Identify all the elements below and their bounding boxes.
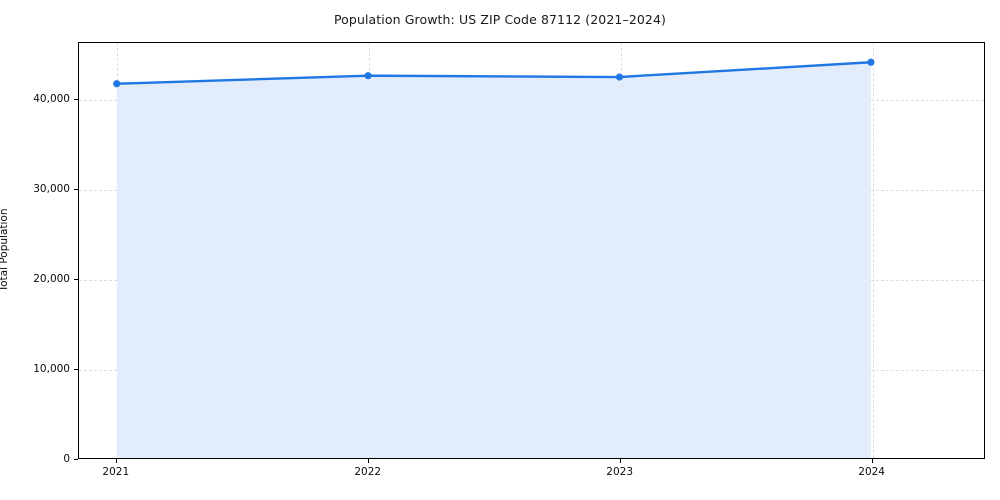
- population-series: [113, 58, 875, 458]
- data-point-marker: [364, 72, 372, 80]
- x-axis-tick-mark: [115, 459, 117, 463]
- data-point-marker: [867, 58, 875, 66]
- x-axis-tick-label: 2023: [606, 466, 634, 478]
- gridline-vertical: [872, 43, 874, 458]
- plot-area: [78, 42, 985, 459]
- y-axis-tick-label: 30,000: [33, 183, 70, 196]
- data-point-marker: [615, 73, 624, 81]
- series-line: [115, 61, 873, 85]
- x-axis-tick-label: 2024: [858, 466, 885, 478]
- data-point-marker: [113, 80, 121, 88]
- chart-title: Population Growth: US ZIP Code 87112 (20…: [333, 12, 667, 27]
- y-axis-label-text: Total Population: [0, 208, 10, 292]
- y-axis-tick-label: 0: [63, 453, 70, 465]
- area-fill: [116, 62, 871, 458]
- y-axis-tick-label: 40,000: [33, 93, 70, 106]
- y-axis-tick-mark: [74, 459, 78, 460]
- y-axis-label: Total Population: [0, 167, 16, 291]
- x-axis-tick-label: 2022: [354, 466, 382, 478]
- x-axis-tick-mark: [619, 459, 621, 463]
- x-axis-tick-label: 2021: [102, 466, 130, 478]
- y-axis-tick-label: 10,000: [33, 363, 70, 376]
- x-axis-tick-mark: [871, 459, 873, 463]
- x-axis-tick-mark: [367, 459, 369, 463]
- y-axis-tick-label: 20,000: [33, 273, 70, 286]
